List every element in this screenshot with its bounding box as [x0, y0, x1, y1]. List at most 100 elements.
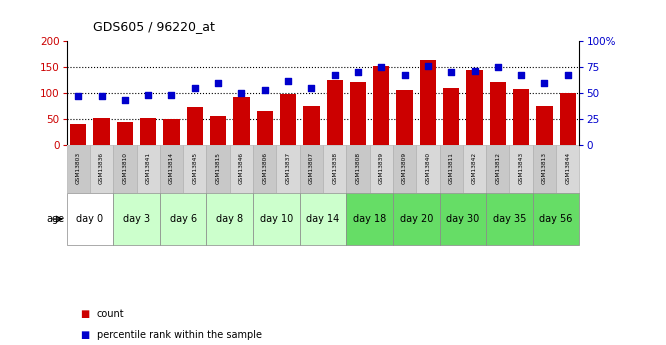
FancyBboxPatch shape	[486, 193, 533, 245]
Bar	[490, 82, 506, 145]
Point	[73, 93, 84, 99]
FancyBboxPatch shape	[67, 145, 90, 193]
Text: day 6: day 6	[170, 214, 196, 224]
Text: GSM13844: GSM13844	[565, 152, 570, 184]
Text: GSM13842: GSM13842	[472, 152, 477, 184]
FancyBboxPatch shape	[393, 145, 416, 193]
Point	[166, 92, 177, 98]
FancyBboxPatch shape	[556, 145, 579, 193]
Text: GSM13807: GSM13807	[309, 152, 314, 184]
Bar	[303, 106, 320, 145]
Text: GSM13803: GSM13803	[76, 152, 81, 184]
Point	[376, 65, 386, 70]
Bar	[163, 119, 180, 145]
Text: GSM13836: GSM13836	[99, 152, 104, 184]
Text: count: count	[97, 309, 124, 319]
Point	[236, 90, 246, 96]
Point	[306, 85, 317, 91]
Text: GSM13838: GSM13838	[332, 152, 337, 184]
FancyBboxPatch shape	[137, 145, 160, 193]
Point	[539, 80, 550, 86]
Text: day 14: day 14	[306, 214, 340, 224]
Bar	[373, 66, 390, 145]
Point	[515, 72, 526, 77]
Bar	[420, 59, 436, 145]
FancyBboxPatch shape	[276, 145, 300, 193]
Point	[97, 93, 107, 99]
Text: GDS605 / 96220_at: GDS605 / 96220_at	[93, 20, 215, 33]
Text: day 3: day 3	[123, 214, 150, 224]
FancyBboxPatch shape	[90, 145, 113, 193]
Point	[446, 70, 457, 75]
Text: ■: ■	[80, 309, 89, 319]
Point	[329, 72, 340, 77]
Bar	[186, 107, 203, 145]
Point	[213, 80, 224, 86]
FancyBboxPatch shape	[160, 193, 206, 245]
Point	[422, 63, 433, 69]
FancyBboxPatch shape	[509, 145, 533, 193]
Bar	[117, 122, 133, 145]
FancyBboxPatch shape	[486, 145, 509, 193]
Text: GSM13810: GSM13810	[123, 152, 127, 184]
Text: GSM13813: GSM13813	[542, 152, 547, 184]
FancyBboxPatch shape	[160, 145, 183, 193]
Text: day 8: day 8	[216, 214, 243, 224]
FancyBboxPatch shape	[440, 145, 463, 193]
Bar	[350, 82, 366, 145]
Text: GSM13837: GSM13837	[286, 152, 290, 184]
FancyBboxPatch shape	[346, 193, 393, 245]
FancyBboxPatch shape	[416, 145, 440, 193]
Bar	[210, 116, 226, 145]
Point	[492, 65, 503, 70]
FancyBboxPatch shape	[253, 145, 276, 193]
FancyBboxPatch shape	[300, 145, 323, 193]
Point	[260, 87, 270, 93]
Text: day 56: day 56	[539, 214, 573, 224]
Text: GSM13846: GSM13846	[239, 152, 244, 184]
Bar	[443, 89, 460, 145]
FancyBboxPatch shape	[67, 193, 113, 245]
FancyBboxPatch shape	[253, 193, 300, 245]
Point	[562, 72, 573, 77]
Text: GSM13806: GSM13806	[262, 152, 267, 184]
Text: ■: ■	[80, 330, 89, 339]
Text: day 0: day 0	[77, 214, 103, 224]
Point	[353, 70, 364, 75]
Bar	[256, 111, 273, 145]
Bar	[396, 90, 413, 145]
Point	[282, 78, 293, 83]
Text: GSM13815: GSM13815	[216, 152, 220, 184]
FancyBboxPatch shape	[113, 145, 137, 193]
Point	[143, 92, 153, 98]
Text: day 20: day 20	[400, 214, 433, 224]
FancyBboxPatch shape	[533, 193, 579, 245]
FancyBboxPatch shape	[206, 145, 230, 193]
Bar	[513, 89, 529, 145]
FancyBboxPatch shape	[183, 145, 206, 193]
Text: day 10: day 10	[260, 214, 293, 224]
Text: day 18: day 18	[353, 214, 386, 224]
Text: GSM13812: GSM13812	[496, 152, 500, 184]
Text: GSM13811: GSM13811	[449, 152, 454, 184]
Bar	[233, 97, 250, 145]
Text: GSM13843: GSM13843	[519, 152, 523, 184]
FancyBboxPatch shape	[346, 145, 370, 193]
Bar	[70, 124, 87, 145]
Text: day 35: day 35	[493, 214, 526, 224]
FancyBboxPatch shape	[370, 145, 393, 193]
Text: GSM13840: GSM13840	[426, 152, 430, 184]
Text: day 30: day 30	[446, 214, 480, 224]
FancyBboxPatch shape	[533, 145, 556, 193]
FancyBboxPatch shape	[113, 193, 160, 245]
FancyBboxPatch shape	[300, 193, 346, 245]
Text: GSM13841: GSM13841	[146, 152, 151, 184]
Text: age: age	[46, 214, 64, 224]
Bar	[466, 70, 483, 145]
Bar	[559, 92, 576, 145]
Text: GSM13839: GSM13839	[379, 152, 384, 184]
Bar	[140, 118, 157, 145]
Text: GSM13809: GSM13809	[402, 152, 407, 184]
FancyBboxPatch shape	[206, 193, 253, 245]
Text: GSM13808: GSM13808	[356, 152, 360, 184]
